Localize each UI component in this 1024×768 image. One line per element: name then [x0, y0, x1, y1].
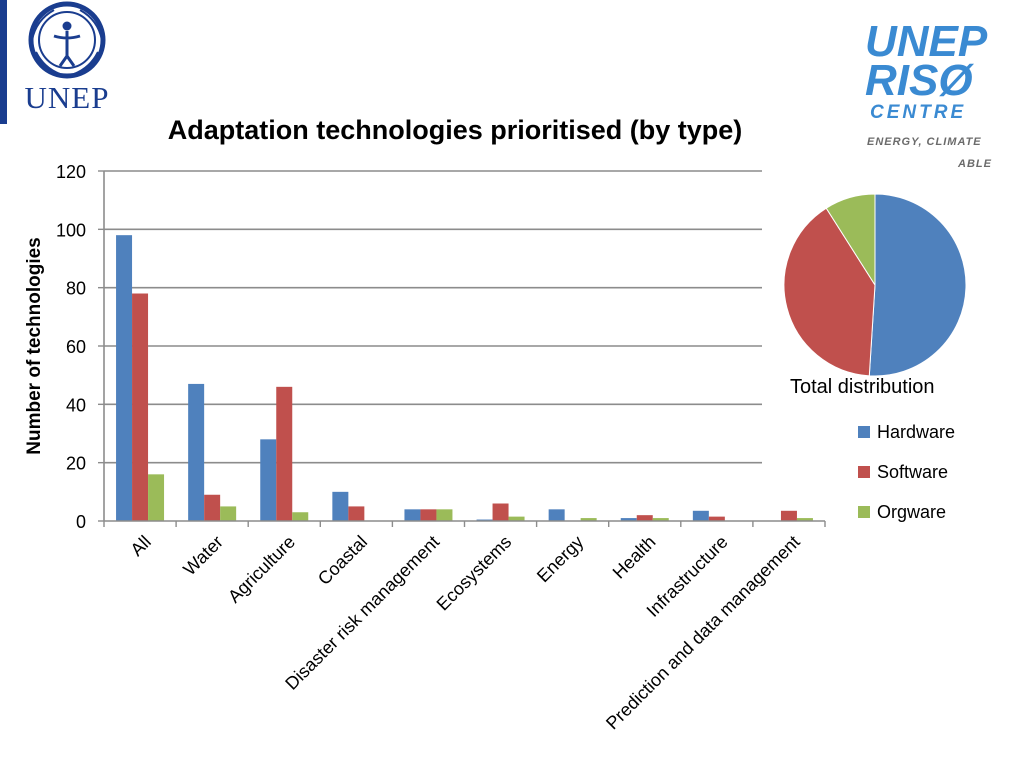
- y-tick-label-20: 20: [66, 454, 86, 474]
- bar-software-disaster-risk-management: [420, 509, 437, 521]
- bar-orgware-energy: [580, 518, 597, 521]
- x-tick-label-coastal: Coastal: [314, 532, 371, 589]
- legend-item-hardware: Hardware: [858, 412, 955, 452]
- pie-caption: Total distribution: [790, 376, 935, 398]
- bar-software-agriculture: [276, 386, 293, 521]
- unep-emblem-icon: [28, 1, 106, 79]
- grid-lines: [104, 170, 762, 464]
- y-axis-title: Number of technologies: [24, 237, 45, 454]
- bar-orgware-water: [220, 506, 237, 521]
- legend-label-software: Software: [877, 461, 949, 482]
- bar-hardware-agriculture: [260, 439, 277, 521]
- bar-hardware-disaster-risk-management: [404, 509, 421, 521]
- bar-software-all: [132, 293, 149, 521]
- unep-logo-text: UNEP: [24, 80, 110, 115]
- legend-label-orgware: Orgware: [877, 501, 947, 522]
- x-tick-label-ecosystems: Ecosystems: [433, 532, 516, 615]
- y-tick-label-120: 120: [56, 162, 86, 182]
- bar-hardware-coastal: [332, 491, 349, 521]
- slide-title: Adaptation technologies prioritised (by …: [167, 115, 743, 145]
- legend-swatch-software: [858, 466, 870, 478]
- bar-software-prediction-and-data-management: [780, 510, 797, 521]
- x-tick-label-disaster-risk-management: Disaster risk management: [281, 532, 443, 694]
- bar-hardware-all: [116, 235, 133, 521]
- bar-orgware-prediction-and-data-management: [796, 518, 813, 521]
- bar-software-water: [204, 494, 221, 521]
- bar-orgware-all: [148, 474, 165, 521]
- y-tick-label-100: 100: [56, 220, 86, 240]
- pie-slice-hardware: [868, 193, 967, 377]
- legend-item-orgware: Orgware: [858, 492, 955, 532]
- bar-orgware-disaster-risk-management: [436, 509, 453, 521]
- riso-logo-line3: CENTRE: [870, 102, 967, 123]
- legend-item-software: Software: [858, 452, 955, 492]
- pie-chart: [783, 193, 967, 377]
- bar-software-infrastructure: [708, 516, 725, 521]
- bar-software-ecosystems: [492, 503, 509, 521]
- bar-hardware-energy: [548, 509, 565, 521]
- x-tick-label-water: Water: [179, 532, 227, 580]
- bar-orgware-agriculture: [292, 512, 309, 521]
- unep-logo: UNEP: [14, 0, 124, 115]
- y-tick-label-40: 40: [66, 395, 86, 415]
- bar-software-health: [636, 515, 653, 521]
- y-tick-label-0: 0: [76, 512, 86, 532]
- pie-slice-orgware: [825, 193, 876, 287]
- left-accent-strip: [0, 0, 7, 124]
- riso-logo-line1: UNEP: [865, 17, 988, 66]
- y-tick-label-60: 60: [66, 337, 86, 357]
- y-tick-label-80: 80: [66, 279, 86, 299]
- legend-label-hardware: Hardware: [877, 421, 956, 442]
- riso-logo-line4: ENERGY, CLIMATE: [867, 136, 982, 148]
- bar-series: [116, 235, 813, 521]
- x-tick-label-energy: Energy: [533, 532, 587, 586]
- unep-riso-centre-logo: UNEP RISØ CENTRE ENERGY, CLIMATE ABLE: [862, 18, 1002, 188]
- bar-orgware-ecosystems: [508, 516, 525, 521]
- chart-legend: Hardware Software Orgware: [858, 412, 955, 532]
- bar-orgware-health: [652, 518, 669, 521]
- legend-swatch-orgware: [858, 506, 870, 518]
- bar-hardware-health: [620, 518, 637, 521]
- axes: [98, 170, 826, 527]
- bar-hardware-infrastructure: [692, 510, 709, 521]
- x-tick-label-health: Health: [609, 532, 660, 583]
- bar-hardware-water: [188, 383, 205, 521]
- riso-logo-line2: RISØ: [865, 56, 973, 105]
- bar-software-coastal: [348, 506, 365, 521]
- x-tick-label-all: All: [127, 532, 155, 560]
- legend-swatch-hardware: [858, 426, 870, 438]
- riso-logo-line5: ABLE: [958, 158, 992, 170]
- x-tick-label-agriculture: Agriculture: [224, 532, 299, 607]
